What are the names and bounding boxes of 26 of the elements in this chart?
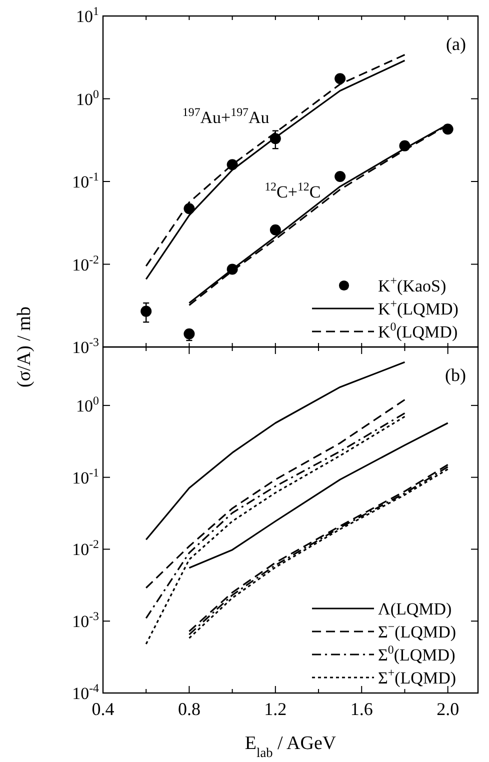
legend-label: Σ$^{−}$(LQMD) <box>378 620 456 642</box>
annotation: (a) <box>446 34 466 54</box>
y-tick-label: 10$^{-3}$ <box>72 335 100 357</box>
legend-label: K$^{+}$(KaoS) <box>378 274 446 296</box>
y-axis-title: (σ/A) / mb <box>14 306 35 388</box>
legend-label: K$^{0}$(LQMD) <box>378 320 458 342</box>
y-tick-label: 10$^{0}$ <box>76 86 100 109</box>
legend-label: Σ$^{0}$(LQMD) <box>378 642 456 664</box>
annotation: $^{197}$Au+$^{197}$Au <box>182 105 270 128</box>
x-tick-label: 0.8 <box>178 699 200 719</box>
annotation: $^{12}$C+$^{12}$C <box>264 179 321 202</box>
annotation: (b) <box>445 365 466 385</box>
y-tick-label: 10$^{-1}$ <box>72 170 100 192</box>
legend-label: Λ(LQMD) <box>378 600 452 618</box>
x-tick-label: 1.6 <box>350 699 373 719</box>
x-tick-label: 1.2 <box>264 699 287 719</box>
x-tick-label: 2.0 <box>436 699 460 719</box>
y-tick-label: 10$^{0}$ <box>76 393 100 416</box>
x-axis-title: E$_{lab}$ / AGeV <box>244 733 336 760</box>
legend-label: K$^{+}$(LQMD) <box>378 296 458 318</box>
y-tick-label: 10$^{-2}$ <box>72 252 100 274</box>
legend-label: Σ$^{+}$(LQMD) <box>378 666 456 688</box>
y-tick-label: 10$^{-3}$ <box>72 609 100 632</box>
y-tick-label: 10$^{1}$ <box>76 4 100 26</box>
y-tick-label: 10$^{-2}$ <box>72 537 100 560</box>
y-tick-label: 10$^{-1}$ <box>72 465 100 488</box>
